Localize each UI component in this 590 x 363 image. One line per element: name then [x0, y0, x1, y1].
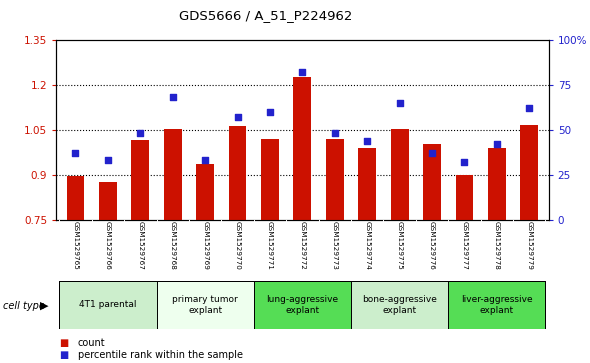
- Point: [362, 138, 372, 143]
- Text: GSM1529777: GSM1529777: [461, 221, 467, 270]
- Bar: [326, 139, 344, 220]
- Text: GSM1529776: GSM1529776: [429, 221, 435, 270]
- Point: [136, 130, 145, 136]
- Point: [525, 105, 534, 111]
- Bar: [351, 281, 448, 329]
- Text: GSM1529767: GSM1529767: [137, 221, 143, 270]
- Text: primary tumor
explant: primary tumor explant: [172, 295, 238, 315]
- Text: cell type: cell type: [3, 301, 45, 311]
- Bar: [59, 281, 156, 329]
- Bar: [196, 164, 214, 220]
- Point: [168, 94, 178, 100]
- Point: [233, 114, 242, 120]
- Bar: [448, 281, 546, 329]
- Point: [266, 109, 275, 115]
- Point: [103, 158, 113, 163]
- Bar: [520, 125, 538, 220]
- Bar: [67, 176, 84, 220]
- Text: ▶: ▶: [40, 301, 48, 311]
- Bar: [391, 129, 408, 220]
- Bar: [293, 77, 312, 220]
- Text: GDS5666 / A_51_P224962: GDS5666 / A_51_P224962: [179, 9, 352, 22]
- Bar: [156, 281, 254, 329]
- Point: [201, 158, 210, 163]
- Text: count: count: [78, 338, 106, 348]
- Point: [71, 150, 80, 156]
- Text: liver-aggressive
explant: liver-aggressive explant: [461, 295, 533, 315]
- Bar: [229, 126, 247, 220]
- Point: [395, 100, 404, 106]
- Text: GSM1529770: GSM1529770: [235, 221, 241, 270]
- Bar: [423, 144, 441, 220]
- Text: GSM1529769: GSM1529769: [202, 221, 208, 270]
- Bar: [261, 139, 279, 220]
- Text: GSM1529773: GSM1529773: [332, 221, 338, 270]
- Text: GSM1529766: GSM1529766: [105, 221, 111, 270]
- Bar: [99, 182, 117, 220]
- Text: GSM1529774: GSM1529774: [364, 221, 370, 270]
- Bar: [164, 129, 182, 220]
- Text: GSM1529771: GSM1529771: [267, 221, 273, 270]
- Text: 4T1 parental: 4T1 parental: [79, 301, 137, 309]
- Point: [460, 159, 469, 165]
- Text: GSM1529768: GSM1529768: [170, 221, 176, 270]
- Point: [427, 150, 437, 156]
- Bar: [455, 175, 473, 220]
- Text: GSM1529765: GSM1529765: [73, 221, 78, 270]
- Point: [492, 141, 502, 147]
- Text: GSM1529778: GSM1529778: [494, 221, 500, 270]
- Bar: [488, 148, 506, 220]
- Bar: [358, 148, 376, 220]
- Text: GSM1529775: GSM1529775: [396, 221, 402, 270]
- Text: percentile rank within the sample: percentile rank within the sample: [78, 350, 243, 360]
- Text: ■: ■: [59, 338, 68, 348]
- Bar: [132, 140, 149, 220]
- Text: ■: ■: [59, 350, 68, 360]
- Text: bone-aggressive
explant: bone-aggressive explant: [362, 295, 437, 315]
- Point: [297, 69, 307, 75]
- Text: GSM1529779: GSM1529779: [526, 221, 532, 270]
- Text: lung-aggressive
explant: lung-aggressive explant: [266, 295, 339, 315]
- Text: GSM1529772: GSM1529772: [299, 221, 306, 270]
- Bar: [254, 281, 351, 329]
- Point: [330, 130, 339, 136]
